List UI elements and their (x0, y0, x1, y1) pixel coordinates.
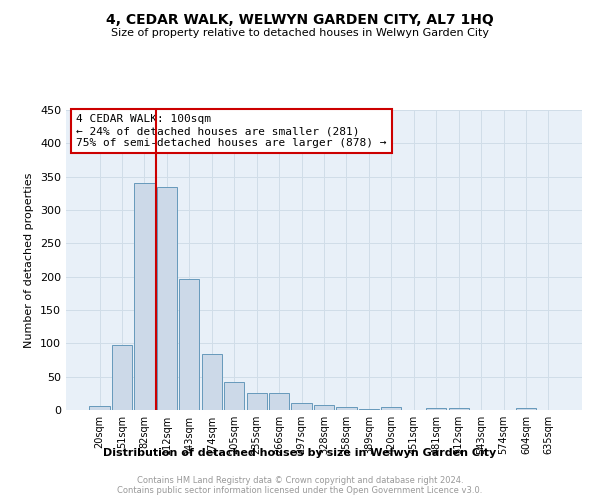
Bar (224, 382, 244, 410)
Bar (112, 344, 132, 410)
Bar (292, 402, 311, 410)
Bar (269, 394, 289, 410)
Y-axis label: Number of detached properties: Number of detached properties (25, 172, 34, 348)
Bar (337, 406, 356, 410)
Text: Distribution of detached houses by size in Welwyn Garden City: Distribution of detached houses by size … (103, 448, 497, 458)
Bar (314, 406, 334, 410)
Bar (516, 408, 536, 410)
Bar (89, 406, 110, 410)
Text: 4, CEDAR WALK, WELWYN GARDEN CITY, AL7 1HQ: 4, CEDAR WALK, WELWYN GARDEN CITY, AL7 1… (106, 12, 494, 26)
Text: 4 CEDAR WALK: 100sqm
← 24% of detached houses are smaller (281)
75% of semi-deta: 4 CEDAR WALK: 100sqm ← 24% of detached h… (76, 114, 387, 148)
Bar (449, 408, 469, 410)
Bar (381, 406, 401, 410)
Bar (134, 184, 155, 410)
Bar (247, 394, 267, 410)
Bar (179, 280, 199, 410)
Bar (426, 408, 446, 410)
Text: Contains HM Land Registry data © Crown copyright and database right 2024.
Contai: Contains HM Land Registry data © Crown c… (118, 476, 482, 495)
Text: Size of property relative to detached houses in Welwyn Garden City: Size of property relative to detached ho… (111, 28, 489, 38)
Bar (359, 408, 379, 410)
Bar (157, 186, 177, 410)
Bar (202, 354, 222, 410)
